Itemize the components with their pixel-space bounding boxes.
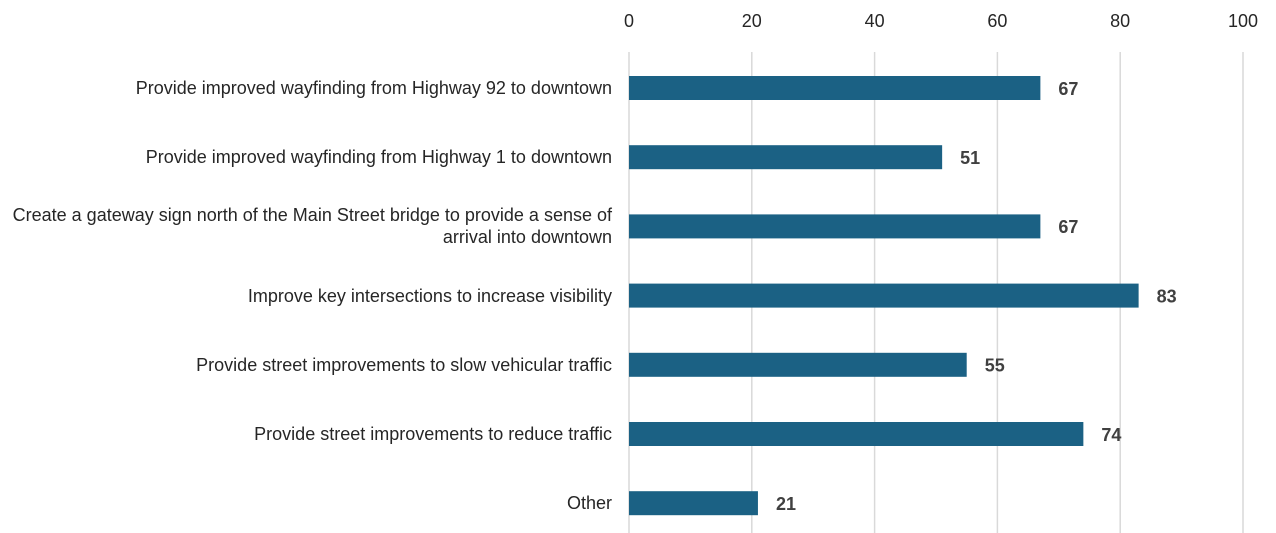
x-tick-label: 100 xyxy=(1228,11,1258,31)
bar xyxy=(629,491,758,516)
data-label: 55 xyxy=(985,356,1005,376)
data-label: 51 xyxy=(960,148,980,168)
data-label: 21 xyxy=(776,494,796,514)
bar xyxy=(629,145,943,170)
bar xyxy=(629,283,1139,308)
y-tick-label: Improve key intersections to increase vi… xyxy=(247,285,612,306)
y-tick-label: Other xyxy=(566,493,612,514)
x-tick-label: 40 xyxy=(865,11,885,31)
data-label: 67 xyxy=(1058,79,1078,99)
bar xyxy=(629,352,967,377)
y-tick-label: Provide street improvements to slow vehi… xyxy=(196,354,612,375)
bar xyxy=(629,76,1041,100)
bar xyxy=(629,214,1041,239)
data-label: 67 xyxy=(1058,217,1078,237)
x-tick-label: 80 xyxy=(1110,11,1130,31)
x-tick-label: 60 xyxy=(987,11,1007,31)
x-tick-label: 0 xyxy=(624,11,634,31)
y-tick-label: Provide improved wayfinding from Highway… xyxy=(145,147,612,168)
data-label: 83 xyxy=(1157,286,1177,306)
y-tick-label: Create a gateway sign north of the Main … xyxy=(12,205,612,248)
bar xyxy=(629,422,1084,446)
y-tick-label: Provide street improvements to reduce tr… xyxy=(254,424,612,444)
y-tick-label: Provide improved wayfinding from Highway… xyxy=(135,78,612,98)
x-tick-label: 20 xyxy=(742,11,762,31)
data-label: 74 xyxy=(1101,425,1121,445)
